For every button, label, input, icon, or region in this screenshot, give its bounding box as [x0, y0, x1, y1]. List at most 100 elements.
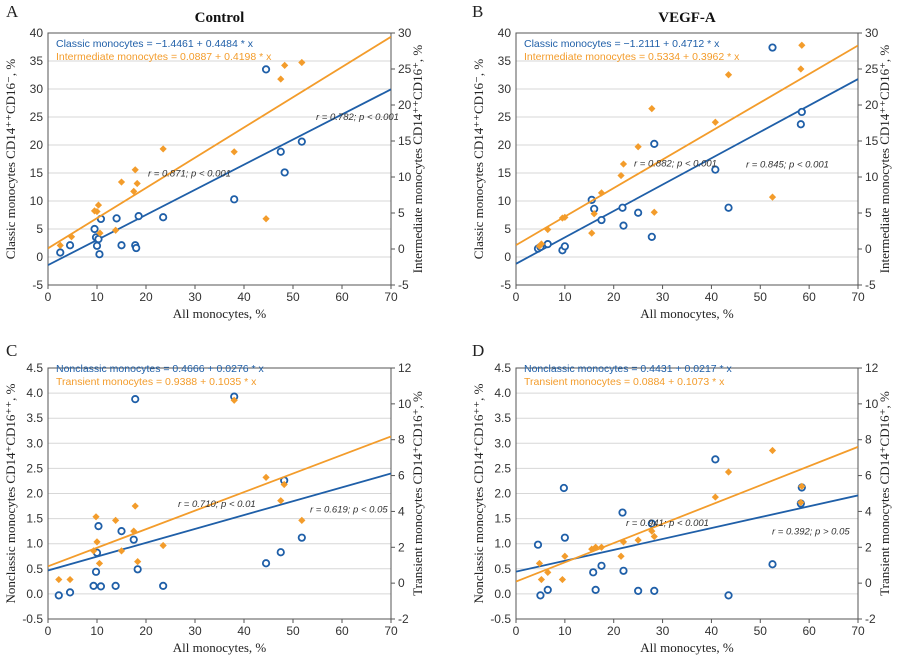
x-tick-label: 60: [335, 624, 349, 638]
y-right-tick-label: 10: [398, 170, 412, 184]
y-left-tick-label: 3.0: [494, 436, 511, 450]
data-point-circle: [94, 234, 103, 244]
plot-frame: [47, 367, 392, 620]
data-point-diamond: [648, 105, 656, 113]
regression-equation: Nonclassic monocytes = 0.4666 + 0.0276 *…: [56, 363, 265, 375]
data-point-diamond: [544, 225, 552, 234]
y-right-tick-label: 8: [865, 433, 872, 447]
data-point-circle: [132, 243, 141, 253]
data-point-diamond: [544, 568, 552, 576]
data-point-circle: [261, 65, 271, 74]
data-point-diamond: [650, 208, 658, 216]
data-point-circle: [159, 581, 168, 590]
panel-d: D0 10 20 30 40 50 60 70-0.50.00.51.01.52.02.53.…: [471, 341, 892, 655]
y-right-axis-title: Intermediate monocytes CD14⁺⁺CD16⁺, %: [410, 45, 425, 274]
y-left-tick-label: 20: [30, 138, 44, 152]
y-right-tick-label: -5: [865, 278, 876, 292]
regression-equation: Transient monocytes = 0.0884 + 0.1073 * …: [524, 376, 725, 388]
data-point-circle: [619, 566, 628, 575]
regression-equation: Classic monocytes = −1.2111 + 0.4712 * x: [524, 38, 720, 50]
data-point-circle: [89, 581, 98, 590]
data-point-diamond: [117, 178, 126, 186]
y-right-tick-label: 6: [398, 469, 405, 483]
data-point-circle: [634, 208, 643, 217]
data-point-diamond: [634, 143, 642, 151]
panel-title: VEGF-A: [658, 10, 716, 26]
series-orange: Intermediate monocytes = 0.5334 + 0.3962…: [516, 41, 858, 250]
y-right-tick-label: 2: [398, 540, 405, 554]
data-point-circle: [618, 508, 627, 517]
series-orange: Intermediate monocytes = 0.0887 + 0.4198…: [48, 36, 391, 250]
y-left-tick-label: 10: [498, 194, 512, 208]
data-point-diamond: [648, 527, 656, 535]
x-tick-label: 40: [237, 624, 251, 638]
data-point-circle: [560, 533, 569, 542]
data-point-diamond: [67, 233, 76, 241]
y-left-tick-label: 0.5: [26, 562, 43, 576]
data-point-diamond: [724, 468, 733, 476]
regression-line: [516, 44, 858, 246]
x-tick-label: 60: [335, 290, 349, 304]
y-left-tick-label: -5: [500, 278, 511, 292]
y-left-tick-label: 2.5: [494, 461, 511, 475]
data-point-diamond: [56, 241, 64, 249]
gridlines: [516, 367, 858, 620]
series-blue: Classic monocytes = −1.4461 + 0.4484 * x…: [48, 38, 399, 266]
data-point-circle: [796, 120, 805, 129]
panel-c: C0 10 20 30 40 50 60 70-0.50.00.51.01.52.02.53.…: [3, 341, 425, 655]
series-orange: Transient monocytes = 0.0884 + 0.1073 * …: [516, 376, 858, 584]
x-axis-title: All monocytes, %: [173, 640, 267, 655]
panel-title: Control: [195, 10, 245, 26]
y-right-tick-label: 0: [865, 242, 872, 256]
data-point-circle: [112, 214, 121, 223]
plot-frame: [47, 32, 392, 286]
y-right-tick-label: 8: [398, 433, 405, 447]
data-point-diamond: [159, 541, 167, 550]
data-point-diamond: [93, 538, 101, 546]
y-left-tick-label: 10: [30, 194, 44, 208]
data-point-circle: [91, 567, 101, 576]
y-left-tick-label: 0.0: [26, 587, 43, 601]
data-point-circle: [650, 586, 659, 595]
data-point-circle: [94, 522, 103, 531]
y-left-tick-label: 0.0: [494, 587, 511, 601]
data-point-diamond: [711, 493, 719, 501]
panel-letter: C: [6, 341, 17, 360]
data-point-circle: [597, 215, 606, 225]
data-point-diamond: [561, 552, 569, 560]
y-left-tick-label: 3.5: [494, 411, 511, 425]
correlation-annotation: r = 0.710; p < 0.01: [178, 499, 256, 510]
data-point-circle: [768, 560, 777, 569]
regression-equation: Nonclassic monocytes = 0.4431 + 0.0217 *…: [524, 363, 733, 375]
regression-line: [48, 36, 391, 250]
data-point-diamond: [798, 41, 806, 49]
regression-line: [516, 78, 858, 265]
data-point-circle: [533, 540, 543, 549]
data-point-diamond: [650, 532, 658, 541]
regression-line: [48, 472, 391, 572]
data-point-diamond: [112, 516, 120, 524]
regression-equation: Classic monocytes = −1.4461 + 0.4484 * x: [56, 38, 254, 50]
x-tick-label: 10: [90, 290, 104, 304]
y-left-tick-label: 2.5: [26, 461, 43, 475]
y-left-tick-label: 15: [498, 166, 512, 180]
y-right-tick-label: 25: [398, 62, 412, 76]
y-left-tick-label: 30: [30, 82, 44, 96]
data-point-diamond: [112, 226, 120, 234]
y-left-tick-label: 2.0: [26, 487, 43, 501]
plot-frame: [515, 367, 859, 620]
data-point-circle: [280, 168, 289, 177]
data-point-diamond: [131, 166, 139, 174]
y-left-axis-title: Nonclassic monocytes CD14⁺CD16⁺⁺, %: [471, 383, 486, 603]
x-tick-label: 20: [607, 624, 621, 638]
data-point-circle: [117, 527, 126, 536]
data-point-diamond: [66, 575, 74, 584]
x-tick-label: 10: [558, 624, 572, 638]
panel-letter: A: [6, 2, 19, 21]
y-left-tick-label: 30: [498, 82, 512, 96]
data-point-diamond: [133, 179, 141, 188]
y-right-tick-label: 0: [398, 576, 405, 590]
data-point-diamond: [130, 527, 138, 535]
data-point-diamond: [134, 558, 142, 566]
